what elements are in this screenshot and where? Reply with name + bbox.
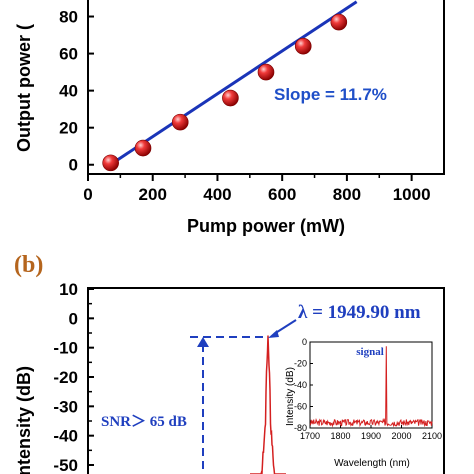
inset-x-axis: 1700 1800 1900 2000 2100 [300,425,442,441]
inset-x-tick-label: 1900 [361,431,381,441]
data-points [102,13,348,172]
x-tick-label: 800 [333,185,361,204]
panel-a-frame [87,0,445,175]
x-tick-label: 200 [139,185,167,204]
panel-b: (b) 10 0 -10 -20 -30 -40 -50 λ = 1949.90 nm SN… [14,252,445,474]
inset-x-tick-label: 2000 [391,431,411,441]
inset-chart: 1700 1800 1900 2000 2100 0 -20 -40 -60 -80 signa… [285,337,442,469]
inset-spectrum [309,346,433,428]
x-tick-label: 600 [268,185,296,204]
x-tick-label: 400 [203,185,231,204]
peak-pointer [273,319,297,335]
data-point [257,63,275,81]
y-tick-label: 0 [69,309,78,328]
fit-line [106,0,358,168]
data-point [330,13,348,31]
data-point [294,37,312,55]
inset-y-axis: 0 -20 -40 -60 -80 [294,337,313,433]
x-tick-label: 0 [83,185,92,204]
slope-annotation: Slope = 11.7% [274,85,387,104]
data-point [102,154,119,172]
panel-b-label: (b) [14,252,43,278]
y-tick-label: 10 [59,280,78,299]
y-tick-label: -40 [53,427,78,446]
inset-y-axis-title: Intensity (dB) [285,367,296,426]
y-tick-label: 40 [59,82,78,101]
data-point [171,113,189,131]
inset-x-tick-label: 1700 [300,431,320,441]
panel-b-frame [87,287,445,474]
x-tick-label: 1000 [393,185,431,204]
inset-x-axis-title: Wavelength (nm) [334,458,410,469]
snr-arrow-head [197,337,209,347]
inset-y-tick-label: -80 [294,423,307,433]
inset-frame [309,341,433,429]
inset-y-tick-label: -40 [294,380,307,390]
peak-pointer-head [268,330,279,338]
data-point [134,139,152,157]
inset-y-tick-label: 0 [302,337,307,347]
inset-x-tick-label: 1800 [330,431,350,441]
y-tick-label: 80 [59,8,78,27]
inset-x-tick-label: 2100 [422,431,442,441]
panel-a-x-axis: 0 200 400 600 800 1000 [83,174,431,204]
y-tick-label: -50 [53,456,78,474]
peak-wavelength-annotation: λ = 1949.90 nm [298,302,421,323]
y-tick-label: -20 [53,368,78,387]
y-tick-label: 0 [69,156,78,175]
panel-a-x-axis-title: Pump power (mW) [187,216,345,236]
y-tick-label: 20 [59,119,78,138]
panel-b-y-axis: 10 0 -10 -20 -30 -40 -50 [53,280,94,474]
y-tick-label: -30 [53,397,78,416]
panel-a-y-axis: 0 20 40 60 80 [59,8,94,175]
panel-b-y-axis-title: ntensity (dB) [14,366,34,474]
main-spectrum [250,335,286,474]
panel-a-y-axis-title: Output power ( [14,24,34,152]
panel-a: 0 20 40 60 80 0 200 400 600 800 1000 Slope = 11.7… [14,0,445,236]
snr-annotation: SNR＞ 65 dB [101,414,187,430]
data-point [222,89,239,107]
y-tick-label: -10 [53,339,78,358]
inset-y-tick-label: -60 [294,402,307,412]
inset-y-tick-label: -20 [294,359,307,369]
inset-signal-label: signal [356,346,384,358]
y-tick-label: 60 [59,45,78,64]
